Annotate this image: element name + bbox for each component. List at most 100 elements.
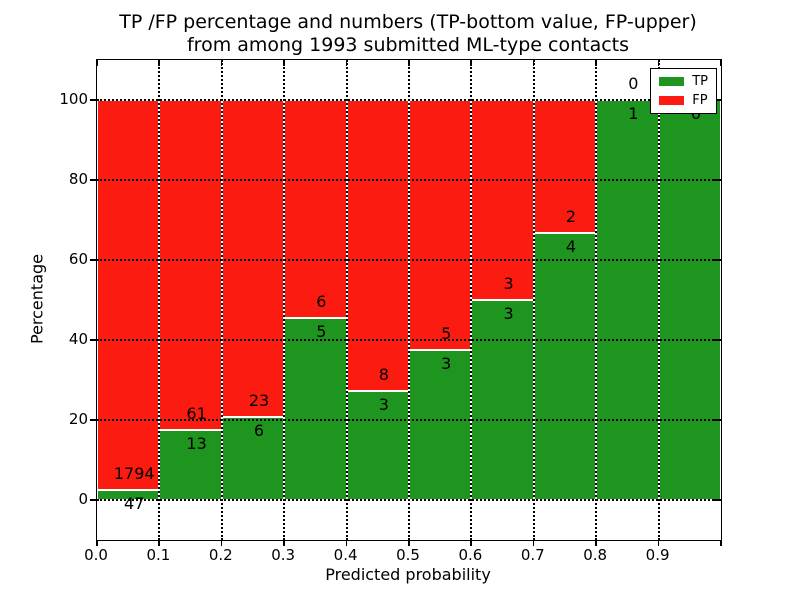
tp-count-label: 1 <box>628 104 639 123</box>
y-tick-mark-right <box>714 339 720 341</box>
tp-bar-segment <box>471 300 534 500</box>
x-tick-mark-top <box>345 60 348 66</box>
v-gridline <box>532 60 535 540</box>
x-axis-label: Predicted probability <box>325 565 491 584</box>
x-tick-mark-top <box>408 60 410 66</box>
x-tick-label: 0.3 <box>271 546 296 564</box>
fp-count-label: 0 <box>628 74 639 93</box>
tp-count-label: 6 <box>253 421 265 441</box>
fp-count-label: 6 <box>316 292 327 312</box>
x-tick-mark <box>657 540 660 546</box>
fp-bar-segment <box>533 100 597 234</box>
tp-bar-segment <box>658 100 721 500</box>
y-tick-mark-right <box>714 179 720 181</box>
fp-bar-segment <box>97 100 160 490</box>
fp-count-label: 8 <box>378 364 389 384</box>
x-tick-mark <box>345 540 348 546</box>
tp-bar-segment <box>596 100 659 500</box>
x-tick-mark-top <box>720 60 722 66</box>
x-tick-mark-top <box>657 60 660 66</box>
legend-label-fp: FP <box>692 93 708 108</box>
x-tick-label: 0.9 <box>645 546 670 564</box>
y-tick-mark-right <box>714 259 720 261</box>
tp-bar-segment <box>284 318 347 500</box>
tp-count-label: 5 <box>316 322 327 342</box>
y-tick-label: 100 <box>59 90 88 108</box>
v-gridline <box>345 60 348 540</box>
fp-swatch-icon <box>659 96 685 105</box>
x-tick-label: 0.2 <box>208 546 233 564</box>
y-tick-label: 80 <box>68 170 88 188</box>
v-gridline <box>283 60 286 540</box>
x-tick-mark <box>220 540 223 546</box>
y-tick-mark <box>90 499 96 501</box>
legend-entry-tp: TP <box>659 75 708 88</box>
v-gridline <box>408 60 410 540</box>
fp-bar-segment <box>284 100 347 319</box>
x-tick-mark <box>96 540 98 546</box>
tp-swatch-icon <box>659 77 685 86</box>
chart-title-line1: TP /FP percentage and numbers (TP-bottom… <box>119 11 697 33</box>
tp-count-label: 3 <box>378 394 389 414</box>
x-tick-mark-top <box>283 60 285 66</box>
legend-label-tp: TP <box>692 74 708 89</box>
x-tick-mark <box>595 540 597 546</box>
fp-bar-segment <box>471 100 534 300</box>
y-tick-mark <box>90 419 96 421</box>
x-tick-mark <box>532 540 535 546</box>
x-tick-mark-top <box>595 60 597 66</box>
x-tick-mark-top <box>220 60 223 66</box>
plot-area: 179447611323665835333240106 TP FP <box>96 59 722 541</box>
v-gridline <box>595 60 598 540</box>
x-tick-label: 0.5 <box>396 546 420 564</box>
x-tick-mark-top <box>158 60 160 66</box>
y-tick-mark-right <box>714 499 720 501</box>
v-gridline <box>470 60 473 540</box>
x-tick-mark-top <box>96 60 98 66</box>
fp-count-label: 61 <box>186 403 207 423</box>
y-tick-mark <box>90 259 96 261</box>
y-tick-mark-right <box>714 419 720 421</box>
x-tick-label: 0.1 <box>146 546 171 564</box>
y-tick-mark-right <box>714 99 720 101</box>
x-tick-label: 0.4 <box>333 546 358 564</box>
fp-count-label: 2 <box>565 207 577 227</box>
legend: TP FP <box>650 68 717 114</box>
y-tick-mark <box>90 179 96 181</box>
chart-title: TP /FP percentage and numbers (TP-bottom… <box>96 11 720 57</box>
fp-count-label: 5 <box>441 324 452 343</box>
y-tick-label: 0 <box>78 490 88 508</box>
tp-count-label: 13 <box>186 433 207 453</box>
legend-entry-fp: FP <box>659 94 708 107</box>
chart-title-line2: from among 1993 submitted ML-type contac… <box>186 34 630 56</box>
tp-count-label: 47 <box>124 493 145 513</box>
x-tick-label: 0.7 <box>520 546 545 564</box>
v-gridline <box>657 60 660 540</box>
y-tick-label: 60 <box>68 250 88 268</box>
tp-bar-segment <box>346 390 409 500</box>
tp-bar-segment <box>533 233 597 500</box>
tp-count-label: 3 <box>503 304 514 323</box>
tp-count-label: 3 <box>441 354 452 373</box>
x-tick-mark-top <box>532 60 535 66</box>
fp-count-label: 1794 <box>113 463 155 483</box>
fp-bar-segment <box>346 100 409 391</box>
x-tick-mark <box>408 540 410 546</box>
x-tick-mark <box>470 540 472 546</box>
x-tick-label: 0.6 <box>458 546 483 564</box>
x-tick-mark-top <box>470 60 472 66</box>
v-gridline <box>220 60 223 540</box>
y-tick-mark <box>90 99 96 101</box>
x-tick-label: 0.0 <box>84 546 108 564</box>
v-gridline <box>158 60 161 540</box>
y-tick-mark <box>90 339 96 341</box>
fp-bar-segment <box>409 100 472 350</box>
fp-count-label: 3 <box>503 274 514 293</box>
y-tick-label: 40 <box>68 330 88 348</box>
tp-count-label: 4 <box>565 237 577 257</box>
x-tick-label: 0.8 <box>583 546 608 564</box>
x-tick-mark <box>720 540 722 546</box>
x-tick-mark <box>283 540 285 546</box>
y-tick-label: 20 <box>68 410 88 428</box>
